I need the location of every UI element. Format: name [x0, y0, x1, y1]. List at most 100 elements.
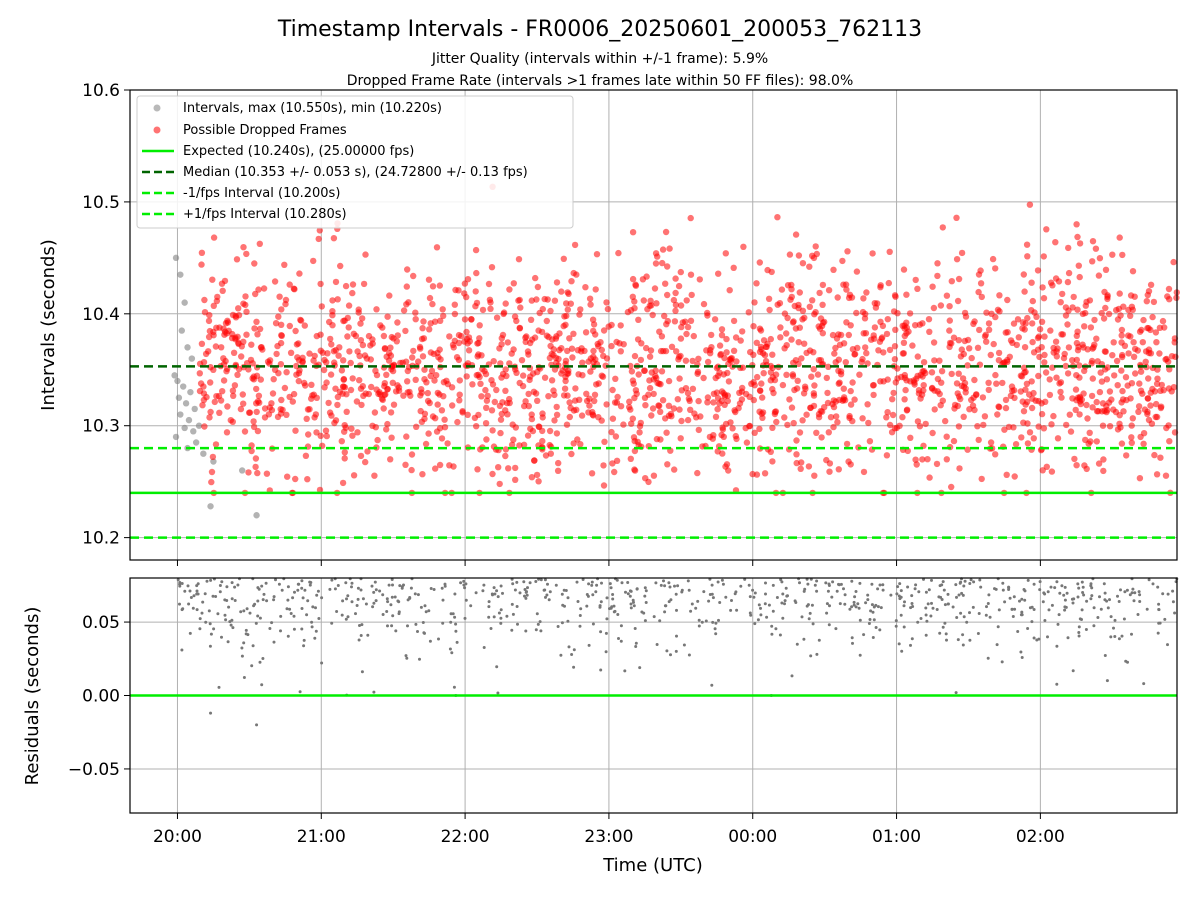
dropped-frame-point: [974, 423, 981, 430]
dropped-frame-point: [643, 344, 650, 352]
residual-point: [1077, 631, 1081, 634]
residual-point: [664, 604, 668, 608]
dropped-frame-point: [543, 332, 551, 339]
dropped-frame-point: [662, 280, 669, 287]
dropped-frame-point: [920, 382, 927, 389]
residual-point: [894, 624, 898, 628]
residual-point: [690, 602, 694, 606]
residual-point: [696, 599, 700, 603]
residual-point: [226, 640, 230, 644]
residual-point: [634, 641, 638, 645]
dropped-frame-point: [903, 291, 910, 298]
residual-point: [710, 583, 714, 587]
dropped-frame-point: [522, 398, 529, 405]
residual-point: [385, 597, 389, 601]
dropped-frame-point: [315, 235, 322, 243]
dropped-frame-point: [1128, 439, 1136, 446]
residual-point: [350, 585, 353, 589]
residual-point: [910, 637, 914, 641]
residual-point: [563, 604, 566, 608]
residual-point: [277, 582, 281, 586]
residual-point: [872, 618, 876, 622]
residual-point: [897, 594, 901, 598]
dropped-frame-point: [219, 287, 226, 294]
dropped-frame-point: [1093, 438, 1101, 445]
dropped-frame-point: [437, 317, 444, 324]
dropped-frame-point: [578, 412, 586, 419]
residual-point: [910, 602, 914, 605]
residual-point: [780, 580, 784, 584]
dropped-frame-point: [1097, 369, 1104, 376]
dropped-frame-point: [723, 349, 730, 356]
dropped-frame-point: [707, 350, 714, 357]
dropped-frame-point: [849, 417, 856, 425]
dropped-frame-point: [433, 428, 441, 435]
residual-point: [759, 606, 762, 610]
dropped-frame-point: [475, 411, 482, 419]
dropped-frame-point: [700, 300, 708, 308]
dropped-frame-point: [871, 324, 879, 331]
residual-point: [644, 601, 648, 604]
dropped-frame-point: [1062, 304, 1070, 311]
dropped-frame-point: [334, 296, 341, 303]
dropped-frame-point: [1084, 415, 1091, 422]
dropped-frame-point: [664, 291, 671, 299]
dropped-frame-point: [613, 457, 621, 464]
residual-point: [427, 609, 431, 613]
residual-point: [378, 589, 382, 593]
residual-point: [566, 619, 570, 623]
residual-point: [986, 602, 990, 605]
dropped-frame-point: [1096, 255, 1104, 262]
dropped-frame-point: [356, 377, 363, 384]
residual-point: [231, 626, 235, 630]
dropped-frame-point: [473, 423, 480, 430]
dropped-frame-point: [600, 462, 607, 469]
residual-point: [942, 588, 946, 592]
dropped-frame-point: [1024, 253, 1031, 260]
residual-point: [800, 615, 804, 619]
residual-point: [667, 581, 671, 585]
residual-point: [225, 585, 229, 589]
residual-point: [300, 627, 304, 631]
dropped-frame-point: [798, 355, 805, 362]
residual-point: [831, 580, 835, 584]
dropped-frame-point: [1095, 408, 1102, 415]
residual-point: [654, 581, 658, 585]
dropped-frame-point: [240, 338, 247, 345]
dropped-frame-point: [657, 347, 665, 355]
dropped-frame-point: [726, 287, 733, 294]
residual-point: [940, 598, 944, 601]
dropped-frame-point: [1058, 331, 1065, 338]
dropped-frame-point: [642, 402, 649, 409]
dropped-frame-point: [1082, 302, 1090, 309]
dropped-frame-point: [925, 316, 933, 323]
dropped-frame-point: [1110, 339, 1117, 346]
dropped-frame-point: [1080, 344, 1087, 351]
residual-point: [708, 593, 712, 596]
dropped-frame-point: [263, 470, 271, 477]
dropped-frame-point: [550, 351, 557, 359]
dropped-frame-point: [562, 321, 569, 328]
residual-point: [945, 638, 948, 642]
dropped-frame-point: [635, 371, 642, 378]
residual-point: [879, 606, 883, 610]
residual-point: [227, 605, 231, 609]
residual-point: [542, 588, 546, 592]
dropped-frame-point: [815, 410, 823, 418]
dropped-frame-point: [830, 266, 837, 273]
dropped-frame-point: [281, 261, 288, 268]
dropped-frame-point: [253, 318, 260, 325]
residual-point: [899, 613, 903, 617]
dropped-frame-point: [553, 430, 561, 437]
dropped-frame-point: [1029, 338, 1036, 346]
dropped-frame-point: [651, 285, 659, 292]
residual-point: [1171, 600, 1175, 604]
dropped-frame-point: [558, 288, 565, 295]
residual-point: [1080, 618, 1083, 621]
residual-point: [245, 607, 249, 611]
dropped-frame-point: [436, 461, 444, 469]
dropped-frame-point: [428, 367, 436, 375]
residual-point: [413, 592, 417, 596]
residual-point: [1163, 617, 1167, 621]
residual-point: [851, 641, 854, 645]
